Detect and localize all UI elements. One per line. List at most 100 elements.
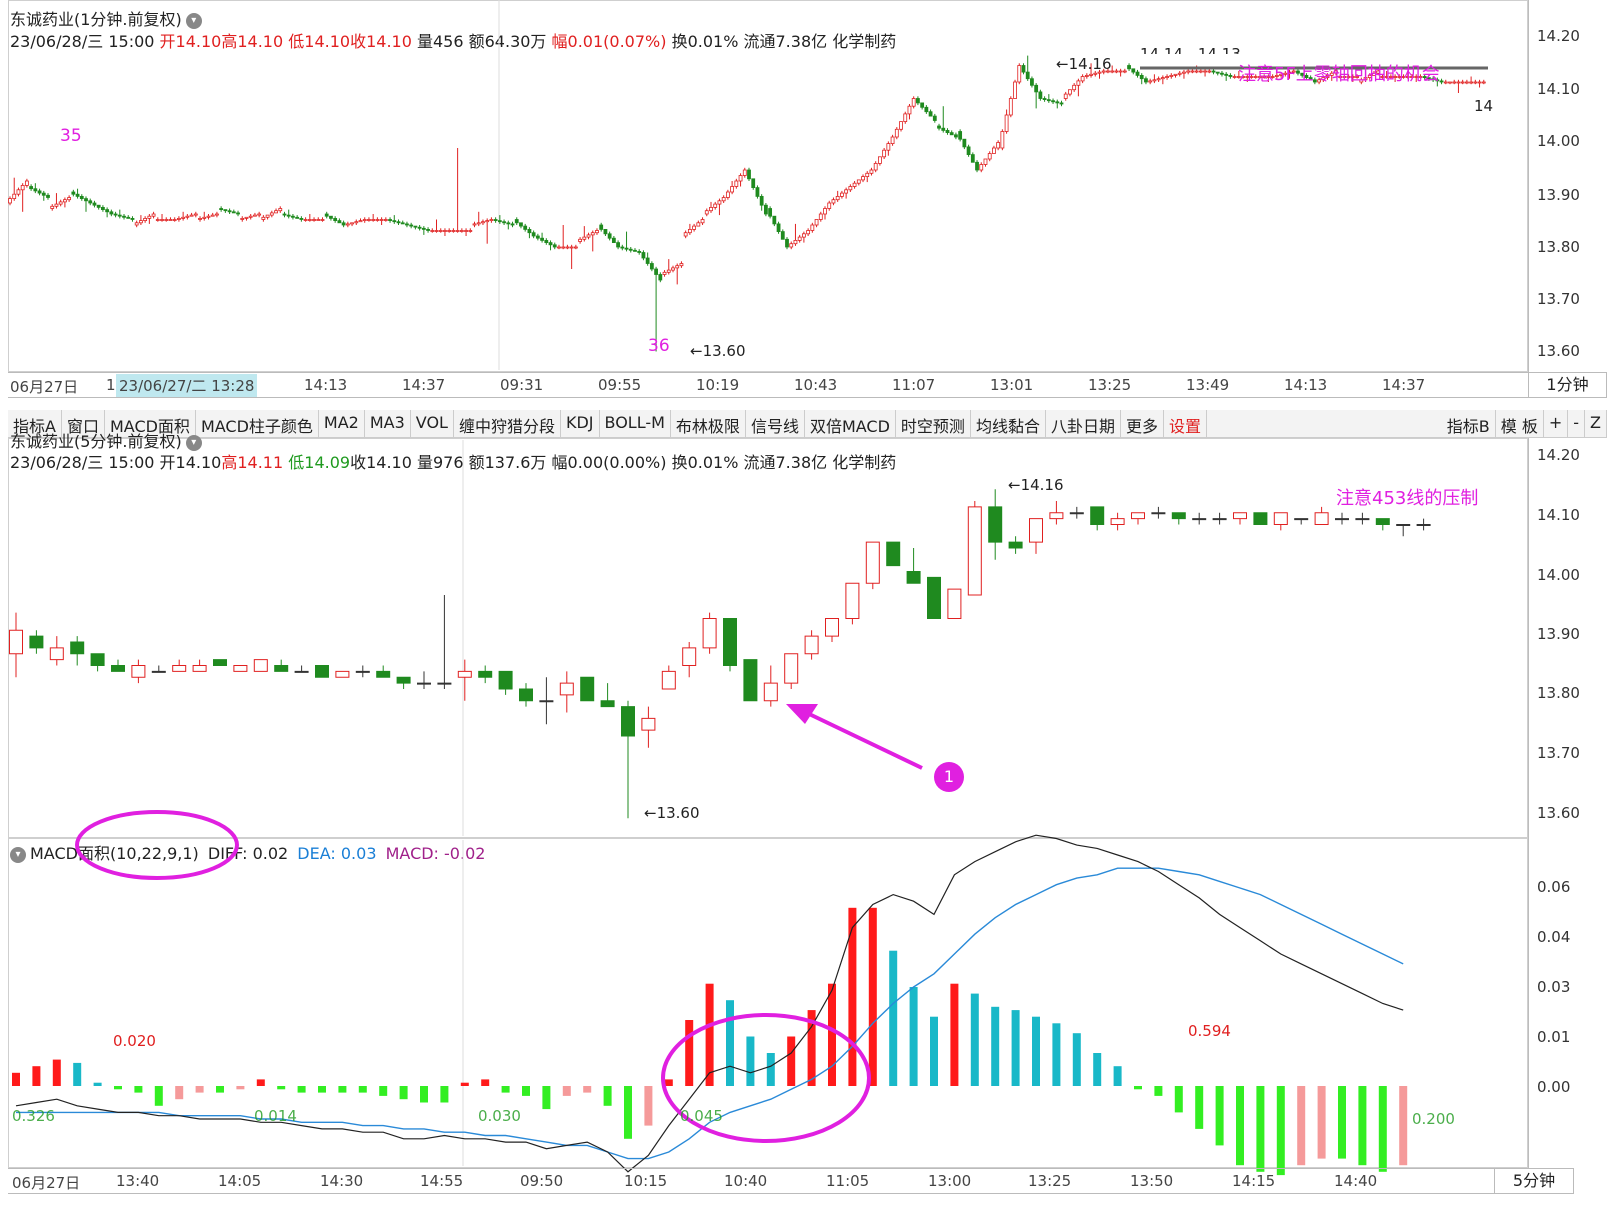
time-tick: 14:37 [1382,376,1426,394]
tab-segment[interactable]: 缠中狩猎分段 [454,410,561,437]
candle-body [131,665,146,678]
minute-candle-body [899,121,903,130]
tab-signal-line[interactable]: 信号线 [746,410,805,437]
minute-candle-body [1122,70,1127,73]
high-value: 14.16 [1068,55,1112,73]
minute-candle-body [1253,76,1258,78]
y-label: 14.00 [1537,566,1580,584]
mark-35: 35 [60,126,82,146]
chevron-down-icon[interactable]: ▾ [10,846,26,863]
tab-vol[interactable]: VOL [411,410,454,437]
tab-window[interactable]: 窗口 [62,410,105,437]
minute-candle-body [392,220,397,223]
tab-bollinger-limit[interactable]: 布林极限 [671,410,746,437]
candle-body [1008,541,1023,549]
macd-bar [114,1086,122,1090]
quote-low: 低14.09 [288,453,351,472]
minute-candle-body [50,205,55,209]
tab-ma2[interactable]: MA2 [319,410,365,437]
minute-candle-body [1258,76,1262,78]
minute-candle-body [941,127,946,131]
zoom-out-button[interactable]: - [1568,410,1586,437]
minute-candle-body [333,217,338,221]
tab-bagua-date[interactable]: 八卦日期 [1046,410,1121,437]
minute-candle-body [1414,76,1419,78]
minute-candle-body [1452,81,1457,84]
macd-bar [1338,1086,1346,1159]
y-label: 14.20 [1537,27,1580,45]
minute-candle-body [396,221,401,224]
tab-macd-area[interactable]: MACD面积 [105,410,196,437]
macd-bar [562,1086,571,1096]
minute-candle-body [20,184,25,191]
candle-body [478,670,493,678]
quote-close: 收14.10 [350,32,412,51]
tab-double-macd[interactable]: 双倍MACD [805,410,896,437]
tab-kdj[interactable]: KDJ [561,410,600,437]
macd-area-label: 0.594 [1188,1022,1231,1040]
minute-y-axis: 14.20 14.10 14.00 13.90 13.80 13.70 13.6… [1528,0,1607,372]
macd-bar [420,1086,428,1103]
minute-candle-body [227,210,232,213]
minute-candle-body [683,232,688,237]
tab-template[interactable]: 模 板 [1496,410,1544,437]
candle-body [804,635,819,655]
minute-high-label-2: 14.14 - 14.13 [1140,45,1241,63]
quote-range: 幅0.01(0.07%) [551,32,667,51]
macd-bar [1317,1086,1326,1159]
minute-candle-body [962,138,967,148]
candle-body [49,647,64,661]
minute-candle-body [1080,76,1085,82]
minute-candle-body [793,239,798,245]
chevron-down-icon[interactable]: ▾ [185,434,202,451]
candle-body [457,670,472,678]
minute-candle-body [1296,70,1300,74]
macd-bar [868,907,877,1086]
minute-candle-body [603,228,608,235]
minute-candle-body [624,247,629,250]
five-minute-chart-panel [8,438,1528,838]
time-tick: 11:05 [826,1172,870,1190]
zoom-in-button[interactable]: + [1544,410,1569,437]
candle-body [253,659,268,672]
minute-candle-body [1093,72,1098,75]
tab-settings[interactable]: 设置 [1164,410,1207,437]
minute-candle-body [717,200,722,205]
period-1min-button[interactable]: 1分钟 [1528,372,1607,398]
tab-time-forecast[interactable]: 时空预测 [896,410,971,437]
five-minute-chart-title[interactable]: 东诚药业(5分钟.前复权) ▾ [10,428,202,452]
chevron-down-icon[interactable]: ▾ [185,12,202,29]
tab-indicator-a[interactable]: 指标A [8,410,62,437]
minute-candle-body [1431,78,1436,81]
candle-body [335,670,350,678]
minute-candle-body [966,146,971,155]
stock-title: 东诚药业(5分钟.前复权) [10,432,182,451]
macd-bar [930,1016,938,1086]
minute-candle-body [1291,70,1296,73]
tab-boll[interactable]: BOLL-M [600,410,671,437]
tab-macd-color[interactable]: MACD柱子颜色 [196,410,319,437]
minute-candle-body [33,188,38,192]
marker-1: 1 [934,762,964,792]
minute-candle-body [324,213,329,217]
macd-bar [542,1086,551,1110]
minute-candle-body [1152,79,1157,82]
tab-more[interactable]: 更多 [1121,410,1164,437]
period-5min-button[interactable]: 5分钟 [1494,1168,1574,1194]
macd-bar [970,993,979,1086]
minute-candle-body [1148,80,1153,83]
five-minute-time-axis: 06月27日 13:40 14:05 14:30 14:55 09:50 10:… [8,1168,1528,1194]
minute-chart-title[interactable]: 东诚药业(1分钟.前复权) ▾ [10,6,202,30]
minute-candle-body [236,212,240,215]
macd-bar [297,1086,306,1093]
tab-ma3[interactable]: MA3 [365,410,411,437]
minute-candle-body [696,222,701,227]
tab-indicator-b[interactable]: 指标B [1442,410,1496,437]
minute-candle-body [628,248,633,251]
minute-candle-body [852,182,857,187]
tab-ma-converge[interactable]: 均线黏合 [971,410,1046,437]
candle-body [1273,512,1288,525]
time-tick: 13:50 [1130,1172,1174,1190]
minute-candle-body [996,142,1001,149]
candle-body [1416,524,1431,526]
